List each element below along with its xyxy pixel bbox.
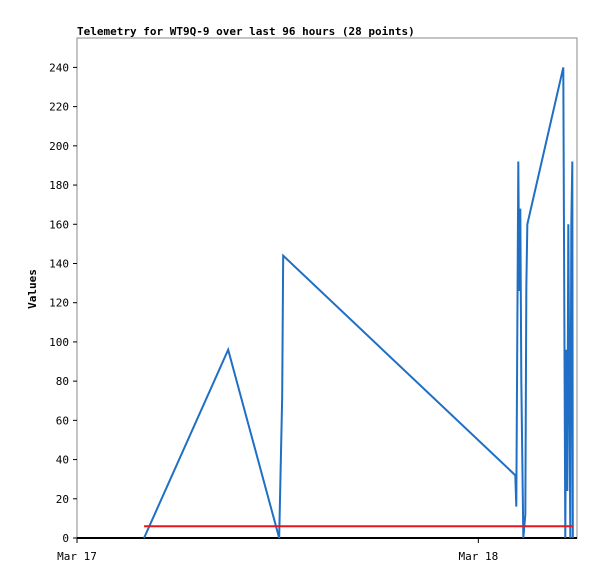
y-tick-label: 140 bbox=[49, 257, 69, 270]
x-tick-label: Mar 18 bbox=[458, 550, 498, 563]
chart-title: Telemetry for WT9Q-9 over last 96 hours … bbox=[77, 25, 415, 38]
y-tick-label: 120 bbox=[49, 297, 69, 310]
y-tick-label: 60 bbox=[56, 414, 69, 427]
y-tick-label: 180 bbox=[49, 179, 69, 192]
y-tick-label: 0 bbox=[62, 532, 69, 545]
y-tick-label: 220 bbox=[49, 101, 69, 114]
y-tick-label: 20 bbox=[56, 493, 69, 506]
x-tick-label: Mar 17 bbox=[57, 550, 97, 563]
y-axis-label: Values bbox=[26, 269, 39, 309]
y-tick-label: 40 bbox=[56, 454, 69, 467]
y-tick-label: 160 bbox=[49, 218, 69, 231]
y-tick-label: 240 bbox=[49, 61, 69, 74]
y-tick-label: 80 bbox=[56, 375, 69, 388]
y-tick-label: 100 bbox=[49, 336, 69, 349]
data-line bbox=[143, 67, 574, 539]
y-tick-label: 200 bbox=[49, 140, 69, 153]
